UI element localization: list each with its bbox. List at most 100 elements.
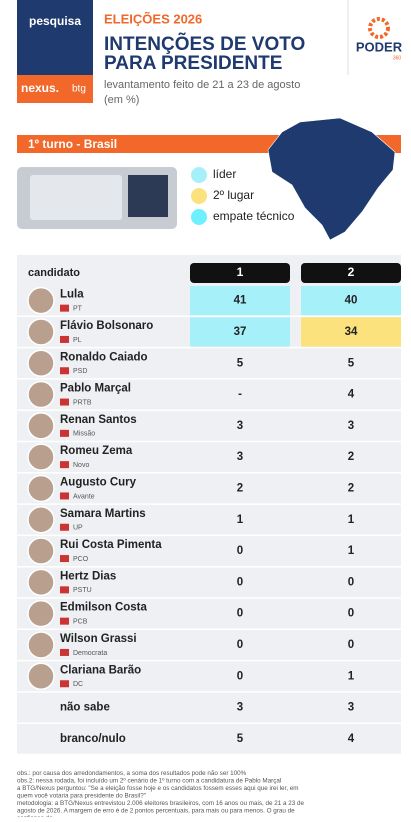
avatar [27,474,55,503]
party-icon [60,429,69,437]
brand: pesquisa [29,14,81,28]
candidate-name: Wilson Grassi [60,633,137,645]
column-header: candidato [28,267,80,279]
candidate-name: Pablo Marçal [60,383,131,395]
party: PRTB [73,399,92,406]
candidate-name: Hertz Dias [60,570,116,582]
legend-swatch [191,188,207,204]
value: 4 [348,733,355,745]
value: 1 [237,514,244,526]
party-icon [60,680,69,688]
legend-label: líder [213,167,236,181]
value: 3 [348,420,354,432]
avatar [27,537,55,565]
note: a BTG/Nexus perguntou: "Se a eleição fos… [17,785,299,800]
ballot-screen [30,175,122,220]
value: 3 [237,702,243,714]
value: 5 [237,733,244,745]
logo-sub: 360 [393,55,402,61]
avatar [27,318,55,346]
ballot-keys [128,175,168,217]
party: PSD [73,368,87,375]
party: Novo [73,462,89,469]
title-line: INTENÇÕES DE VOTO [104,33,305,55]
avatar [27,443,55,471]
value: 2 [348,451,354,463]
value: 0 [237,670,243,682]
party: PL [73,337,82,344]
party-icon [60,586,69,594]
party-icon [60,304,69,312]
value: 40 [345,295,358,307]
column-header: 1 [237,265,244,279]
value: 0 [348,576,354,588]
logo: PODER [356,39,403,54]
candidate-name: branco/nulo [60,733,126,745]
note: metodologia: a BTG/Nexus entrevistou 2.0… [17,800,305,817]
note: obs.2: nessa rodada, foi incluído um 2º … [17,777,281,784]
candidate-name: Rui Costa Pimenta [60,539,162,551]
avatar [27,349,55,377]
value: - [238,389,242,401]
party-icon [60,367,69,375]
party-icon [60,461,69,469]
party-icon [60,555,69,563]
party-icon [60,492,69,500]
value: 3 [237,420,243,432]
value: 2 [348,482,354,494]
legend-swatch [191,167,207,183]
title-line: PARA PRESIDENTE [104,53,282,74]
value: 0 [237,576,243,588]
highlight-cell [301,317,401,347]
legend-swatch [191,209,207,225]
party: DC [73,681,83,688]
value: 2 [237,482,243,494]
column-pill [301,263,401,283]
value: 0 [348,608,354,620]
legend-label: 2º lugar [213,188,254,202]
value: 4 [348,389,355,401]
avatar [27,568,55,597]
note: obs.: por causa dos arredondamentos, a s… [17,770,247,777]
party: PCB [73,618,88,625]
avatar [27,286,55,315]
candidate-name: Ronaldo Caiado [60,351,148,363]
candidate-name: Samara Martins [60,508,146,520]
party: PSTU [73,587,92,594]
value: 41 [234,295,247,307]
candidate-name: não sabe [60,702,110,714]
value: 1 [348,514,355,526]
candidate-name: Romeu Zema [60,445,133,457]
candidate-name: Renan Santos [60,414,137,426]
party-icon [60,523,69,531]
value: 0 [237,639,243,651]
value: 0 [348,639,354,651]
highlight-cell [301,286,401,316]
value: 3 [348,702,354,714]
value: 1 [348,670,355,682]
avatar [27,631,55,659]
party-icon [60,648,69,656]
column-header: 2 [348,265,355,279]
avatar [27,506,55,534]
avatar [27,380,55,409]
subtitle: (em %) [104,94,139,106]
value: 0 [237,545,243,557]
candidate-name: Edmilson Costa [60,602,148,614]
party: Democrata [73,650,107,657]
highlight-cell [190,286,290,316]
map [267,117,396,241]
value: 3 [237,451,243,463]
highlight-cell [190,317,290,347]
party: UP [73,525,83,532]
value: 34 [345,326,358,338]
value: 1 [348,545,355,557]
value: 5 [237,357,244,369]
party: Missão [73,431,95,438]
legend-label: empate técnico [213,209,295,223]
candidate-name: Flávio Bolsonaro [60,320,153,332]
party: PCO [73,556,89,563]
section-title: 1º turno - Brasil [28,137,117,151]
column-pill [190,263,290,283]
